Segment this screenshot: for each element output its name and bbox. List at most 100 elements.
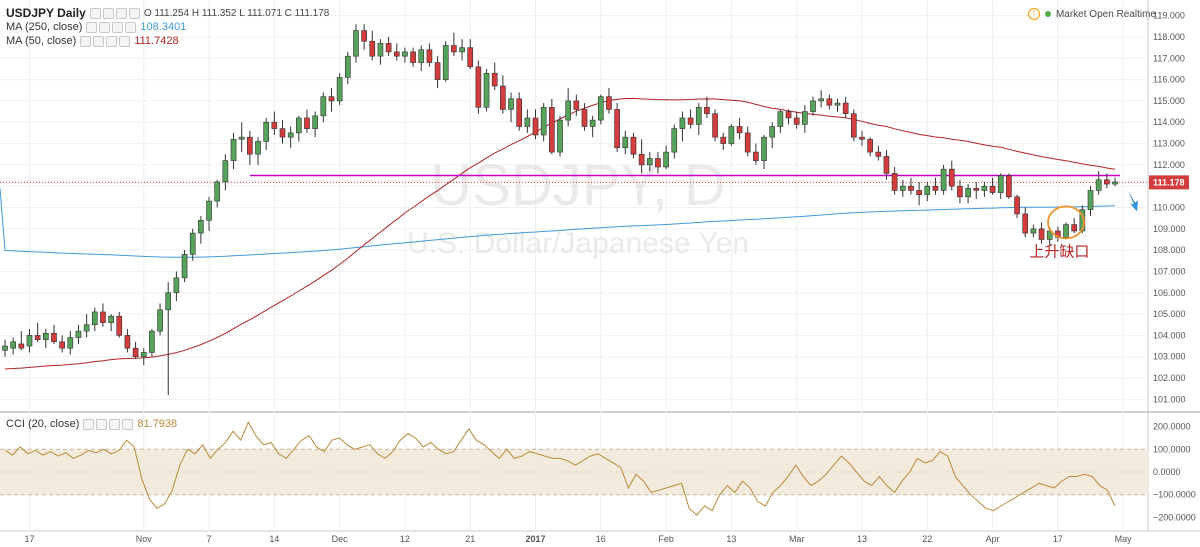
candle-body [957,185,963,198]
y-tick-label: 102.000 [1153,373,1186,383]
x-tick-label: 14 [269,534,279,544]
candle-body [189,232,196,255]
candle-body [500,85,506,110]
candle-body [1071,224,1078,232]
candle-body [361,30,367,42]
watermark-symbol: USDJPY, D [430,153,725,218]
candle-body [83,324,90,332]
symbol-buttons[interactable] [89,7,140,19]
cci-buttons[interactable] [83,418,134,430]
candle [965,184,971,204]
candle [1038,222,1045,244]
candle [916,181,922,206]
candle-body [2,345,8,351]
candle [777,109,784,133]
candle-body [34,335,41,340]
candle-body [679,117,686,129]
y-tick-label: 109.000 [1153,224,1186,234]
candle-body [247,136,253,155]
candle [736,117,743,140]
candle [42,329,49,349]
candle [320,92,327,123]
candle-body [671,128,678,153]
candle [875,145,882,161]
candle-body [924,185,931,196]
x-tick-label: Apr [986,534,1000,544]
candle [271,111,278,136]
candle-body [850,113,857,138]
candle-body [173,277,180,294]
candle-body [532,117,539,136]
cci-label[interactable]: CCI (20, close) [6,418,80,430]
candle [434,56,441,89]
candle [442,41,449,82]
candle-body [638,153,645,166]
candle-body [393,51,400,57]
ma50-label[interactable]: MA (50, close) [6,35,77,47]
candle [989,177,996,195]
market-status-text: Market Open Realtime [1055,8,1156,20]
candle [198,216,204,244]
candle [1006,173,1012,199]
cci-tick-label: −100.0000 [1153,490,1196,500]
candle-body [295,117,302,134]
candle-body [614,109,620,149]
candle-body [206,200,212,221]
gap-circle [1047,205,1085,240]
candle [483,68,490,112]
ma250-buttons[interactable] [86,21,137,33]
candle [230,132,237,170]
candle [263,117,270,150]
candle [418,45,425,72]
candle [810,96,816,116]
candle-body [867,138,873,153]
candle [818,90,825,108]
candle [802,105,808,133]
candle [1063,222,1069,240]
candle-body [410,51,416,63]
candle [646,152,653,172]
x-tick-label: 21 [465,534,475,544]
candle-body [524,117,531,127]
candle-body [1063,224,1069,238]
candle-body [720,136,727,144]
candle [328,88,335,112]
candle-body [328,96,335,102]
candle-body [908,185,914,191]
y-tick-label: 106.000 [1153,288,1186,298]
candle-body [279,128,286,138]
candle [353,24,359,63]
candle [165,282,172,396]
down-arrow-icon [1128,190,1138,212]
candle-body [549,107,555,153]
candle [671,124,678,159]
candle-body [353,30,359,57]
market-status[interactable]: ! Market Open Realtime [1027,8,1156,20]
candle-body [1030,228,1037,234]
candle-body [263,121,270,142]
candle [1112,177,1118,187]
candle [728,124,735,146]
cci-line [4,420,1116,516]
candle [948,160,955,191]
candle [606,88,612,114]
x-tick-label: Nov [136,534,153,544]
candle-body [777,111,784,127]
ma50-buttons[interactable] [80,35,131,47]
candle [997,173,1004,199]
ma250-label[interactable]: MA (250, close) [6,21,83,33]
candle [18,331,25,351]
candle-body [491,72,498,87]
candle [532,109,539,140]
candle [581,103,588,131]
candle [361,24,367,50]
candle [940,164,947,195]
candle-body [442,45,449,80]
candle-body [26,335,33,347]
symbol-title[interactable]: USDJPY Daily [6,6,86,20]
candle-body [67,337,74,349]
watermark-name: U.S. Dollar/Japanese Yen [407,227,749,260]
candle-body [965,188,971,198]
y-tick-label: 105.000 [1153,309,1186,319]
candle [344,51,351,84]
